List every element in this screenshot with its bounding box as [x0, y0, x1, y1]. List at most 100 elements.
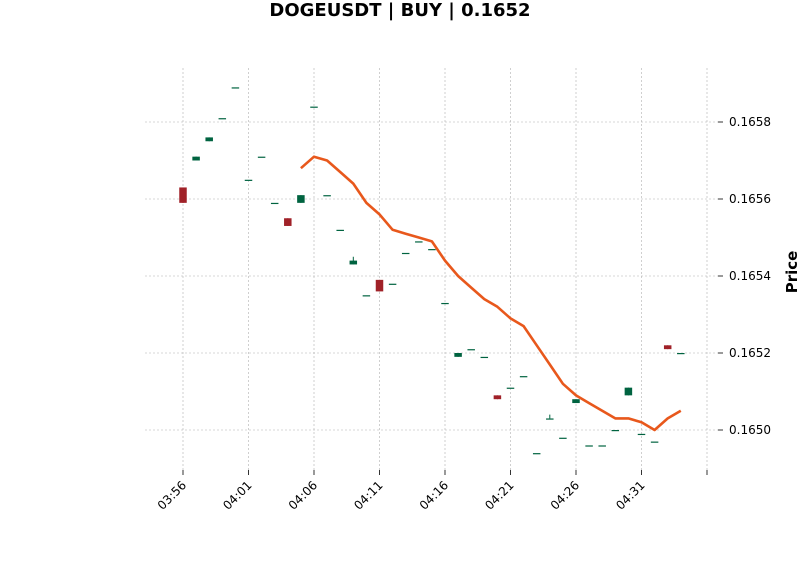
candle-body: [323, 195, 331, 197]
candle: [310, 106, 318, 108]
y-axis-label: Price: [783, 251, 800, 294]
candle: [388, 283, 397, 285]
candle-body: [270, 202, 279, 205]
candle-body: [677, 353, 685, 355]
candle-body: [546, 418, 554, 420]
x-tick-label: 04:06: [286, 478, 320, 512]
candle-body: [349, 260, 358, 265]
candle-body: [375, 279, 384, 292]
candle: [480, 356, 489, 359]
candle: [506, 387, 515, 389]
candle: [362, 295, 371, 297]
x-tick-label: 04:01: [220, 478, 254, 512]
candle-body: [585, 445, 593, 447]
candle-body: [467, 349, 475, 351]
candle: [637, 433, 646, 436]
candle: [231, 87, 240, 89]
candle: [323, 195, 331, 197]
candle: [218, 118, 227, 120]
candle-body: [572, 399, 580, 404]
y-tick-label: 0.1654: [729, 269, 771, 283]
candle-body: [663, 345, 672, 350]
candle: [244, 179, 253, 181]
candle-body: [493, 395, 502, 400]
candle: [624, 387, 633, 396]
candle-body: [650, 441, 659, 443]
candle-body: [362, 295, 371, 297]
candle-layer: [179, 87, 685, 455]
y-tick-label: 0.1650: [729, 423, 771, 437]
candle-body: [559, 437, 567, 439]
candle: [546, 414, 554, 420]
candle-body: [218, 118, 227, 120]
candle: [270, 202, 279, 205]
candle-body: [192, 156, 200, 161]
candle-body: [388, 283, 397, 285]
candle-body: [480, 356, 489, 359]
candle: [519, 376, 528, 378]
x-tick-label: 04:11: [351, 478, 385, 512]
candle: [349, 256, 358, 265]
x-tick-label: 04:31: [613, 478, 647, 512]
candle: [585, 445, 593, 447]
chart-title: DOGEUSDT | BUY | 0.1652: [269, 0, 531, 21]
candle-body: [415, 241, 423, 243]
candle: [467, 349, 475, 351]
axis-layer: 0.1650 0.1652 0.1654 0.1656 0.1658 03:56 04:01…: [155, 115, 771, 513]
candle-body: [257, 156, 266, 158]
candle: [572, 399, 580, 404]
candle-body: [428, 249, 436, 251]
candle-body: [284, 218, 292, 226]
y-tick-label: 0.1652: [729, 346, 771, 360]
candle: [179, 187, 187, 203]
candle: [559, 437, 567, 439]
x-tick-label: 03:56: [155, 478, 189, 512]
candle-body: [336, 229, 344, 231]
candle: [532, 453, 541, 455]
candle: [205, 137, 213, 142]
candle: [415, 241, 423, 243]
candle: [428, 249, 436, 251]
x-tick-label: 04:26: [548, 478, 582, 512]
candle-body: [637, 433, 646, 436]
candle-body: [244, 179, 253, 181]
x-tick-label: 04:16: [417, 478, 451, 512]
candle-body: [611, 430, 620, 432]
candle: [284, 218, 292, 226]
candle: [454, 353, 462, 357]
candle-body: [454, 353, 462, 357]
candle: [493, 395, 502, 400]
candle: [297, 195, 305, 203]
y-tick-label: 0.1656: [729, 192, 771, 206]
candle: [257, 156, 266, 158]
y-tick-label: 0.1658: [729, 115, 771, 129]
candle-body: [297, 195, 305, 203]
grid-layer: [145, 68, 718, 470]
candle-body: [205, 137, 213, 142]
candle: [663, 345, 672, 350]
candle: [598, 445, 606, 447]
candle: [677, 353, 685, 355]
candle-body: [179, 187, 187, 203]
candle-body: [441, 302, 449, 305]
candle: [611, 430, 620, 432]
candle-body: [624, 387, 633, 396]
candle-body: [310, 106, 318, 108]
candle-body: [231, 87, 240, 89]
candle: [336, 229, 344, 231]
candle: [192, 156, 200, 161]
candle: [650, 441, 659, 443]
candle-body: [519, 376, 528, 378]
candle-body: [532, 453, 541, 455]
ma-layer: [300, 155, 682, 432]
candle: [401, 252, 410, 255]
x-tick-label: 04:21: [482, 478, 516, 512]
candle-body: [506, 387, 515, 389]
candle-body: [598, 445, 606, 447]
candle: [375, 279, 384, 292]
candle-body: [401, 252, 410, 255]
ma-line: [300, 155, 682, 432]
candle: [441, 302, 449, 305]
